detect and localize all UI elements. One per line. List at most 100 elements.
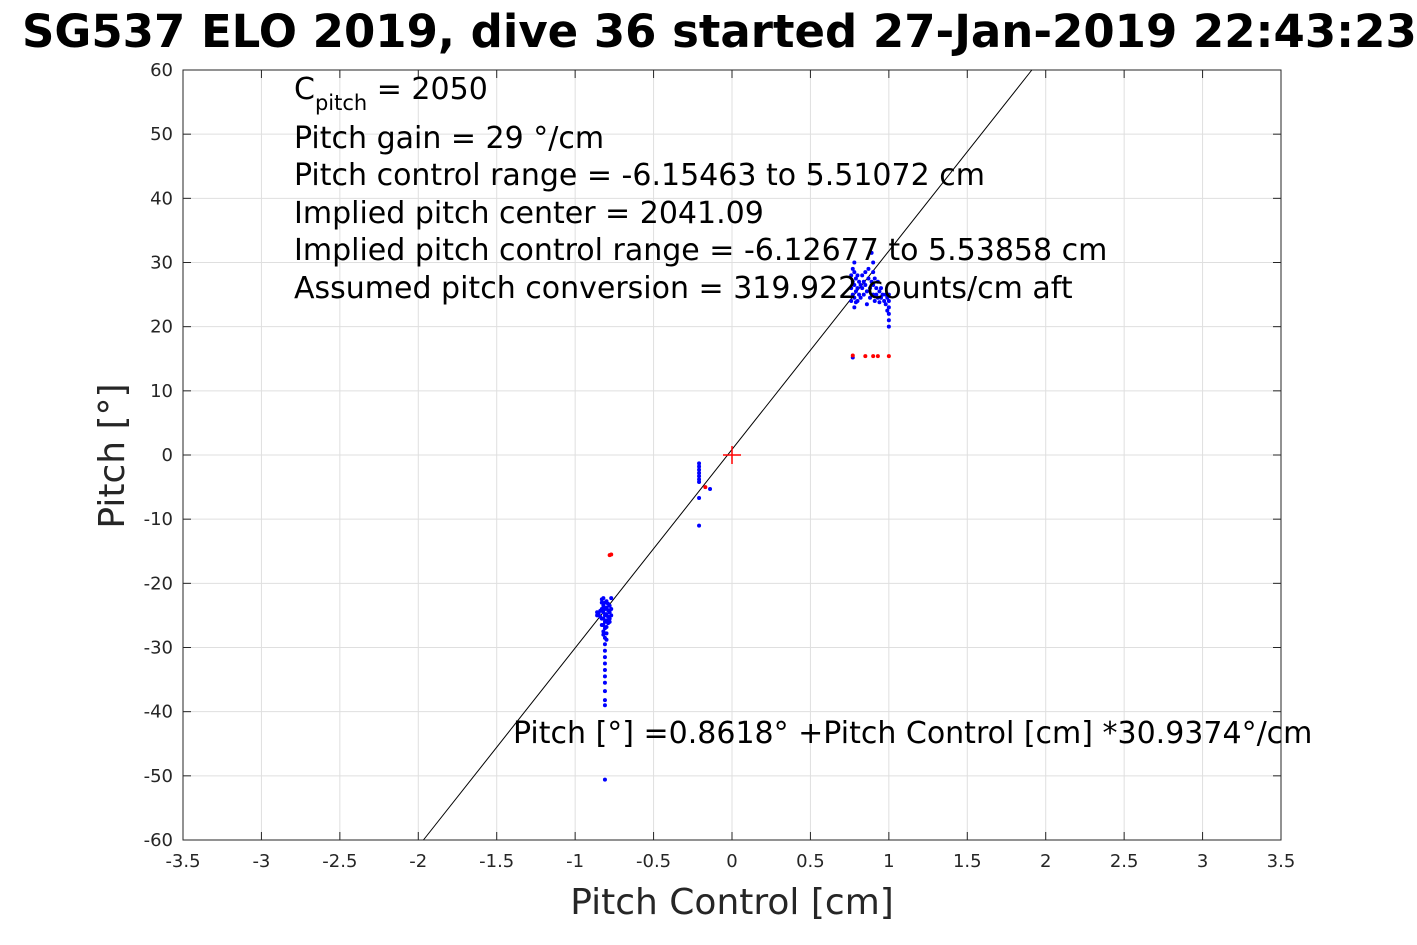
data-point-blue	[875, 295, 880, 300]
data-point-blue	[602, 777, 607, 782]
data-point-blue	[602, 689, 607, 694]
data-point-blue	[883, 302, 888, 307]
data-point-blue	[875, 279, 880, 284]
data-point-blue	[863, 270, 868, 275]
y-tick-label: 50	[150, 124, 173, 145]
data-point-blue	[697, 474, 702, 479]
data-point-blue	[874, 286, 879, 291]
data-point-blue	[853, 289, 858, 294]
data-point-red	[871, 354, 876, 359]
data-point-blue	[886, 311, 891, 316]
data-point-red	[875, 354, 880, 359]
data-point-blue	[886, 324, 891, 329]
data-point-blue	[858, 282, 863, 287]
x-tick-label: 2.5	[1110, 851, 1139, 872]
data-point-blue	[850, 266, 855, 271]
data-point-blue	[871, 282, 876, 287]
data-point-blue	[852, 260, 857, 265]
data-point-blue	[871, 292, 876, 297]
data-point-blue	[874, 292, 879, 297]
x-tick-label: 3.5	[1267, 851, 1296, 872]
data-point-blue	[607, 603, 612, 608]
y-axis-label: Pitch [°]	[92, 383, 133, 528]
data-point-blue	[866, 266, 871, 271]
data-point-blue	[607, 616, 612, 621]
data-point-blue	[880, 292, 885, 297]
data-point-blue	[602, 642, 607, 647]
data-point-blue	[864, 289, 869, 294]
data-point-blue	[604, 631, 609, 636]
data-point-blue	[852, 305, 857, 310]
data-point-blue	[869, 279, 874, 284]
x-tick-label: -2	[409, 851, 427, 872]
cpitch-prefix: C	[294, 72, 315, 107]
data-point-red	[863, 354, 868, 359]
data-point-blue	[604, 637, 609, 642]
x-tick-label: 0	[726, 851, 737, 872]
x-tick-label: 1.5	[953, 851, 982, 872]
data-point-blue	[866, 276, 871, 281]
data-point-blue	[602, 655, 607, 660]
y-tick-label: 60	[150, 60, 173, 81]
pitch-gain-annotation: Pitch gain = 29 °/cm	[294, 121, 604, 156]
y-tick-label: 0	[162, 445, 173, 466]
data-point-blue	[601, 603, 606, 608]
implied-center-annotation: Implied pitch center = 2041.09	[294, 196, 764, 231]
data-point-blue	[853, 276, 858, 281]
data-point-blue	[602, 648, 607, 653]
center-marker	[723, 446, 741, 464]
data-point-blue	[885, 308, 890, 313]
data-point-blue	[883, 292, 888, 297]
y-tick-label: -20	[144, 573, 173, 594]
data-point-blue	[879, 286, 884, 291]
cpitch-annotation: Cpitch = 2050	[294, 72, 488, 115]
data-point-blue	[855, 286, 860, 291]
data-point-blue	[861, 279, 866, 284]
x-tick-label: 0.5	[796, 851, 825, 872]
data-point-blue	[697, 523, 702, 528]
axis-ticks: -3.5 -3 -2.5 -2 -1.5 -1 -0.5 0 0.5 1 1.5 2 2.5 3 3.5 -6…	[144, 60, 1296, 872]
y-tick-label: -10	[144, 509, 173, 530]
data-point-blue	[869, 250, 874, 255]
data-point-blue	[885, 295, 890, 300]
cpitch-value: = 2050	[367, 72, 488, 107]
data-point-blue	[850, 279, 855, 284]
x-tick-label: 2	[1040, 851, 1051, 872]
pitch-control-range-annotation: Pitch control range = -6.15463 to 5.5107…	[294, 158, 985, 193]
x-tick-label: -2.5	[322, 851, 357, 872]
data-point-blue	[872, 276, 877, 281]
x-tick-label: 3	[1197, 851, 1208, 872]
data-point-blue	[602, 703, 607, 708]
data-point-blue	[852, 270, 857, 275]
data-point-blue	[860, 286, 865, 291]
data-point-blue	[601, 610, 606, 615]
y-tick-label: -60	[144, 830, 173, 851]
data-point-blue	[601, 596, 606, 601]
data-point-blue	[607, 619, 612, 624]
data-point-blue	[863, 282, 868, 287]
data-point-blue	[601, 616, 606, 621]
data-point-blue	[852, 282, 857, 287]
data-point-blue	[602, 680, 607, 685]
grid	[182, 69, 1282, 841]
data-point-blue	[602, 674, 607, 679]
data-point-blue	[601, 629, 606, 634]
y-tick-label: 40	[150, 188, 173, 209]
implied-range-annotation: Implied pitch control range = -6.12677 t…	[294, 233, 1107, 268]
data-point-blue	[877, 300, 882, 305]
data-point-blue	[886, 292, 891, 297]
data-point-blue	[604, 624, 609, 629]
x-tick-label: -1	[566, 851, 584, 872]
data-point-blue	[609, 596, 614, 601]
data-point-blue	[886, 318, 891, 323]
data-point-blue	[868, 286, 873, 291]
y-tick-label: 10	[150, 381, 173, 402]
data-point-blue	[855, 299, 860, 303]
data-point-blue	[601, 632, 606, 637]
data-point-blue	[849, 273, 854, 278]
data-point-blue	[609, 613, 614, 618]
data-point-blue	[871, 260, 876, 265]
x-tick-label: -0.5	[636, 851, 671, 872]
data-point-blue	[697, 467, 702, 472]
